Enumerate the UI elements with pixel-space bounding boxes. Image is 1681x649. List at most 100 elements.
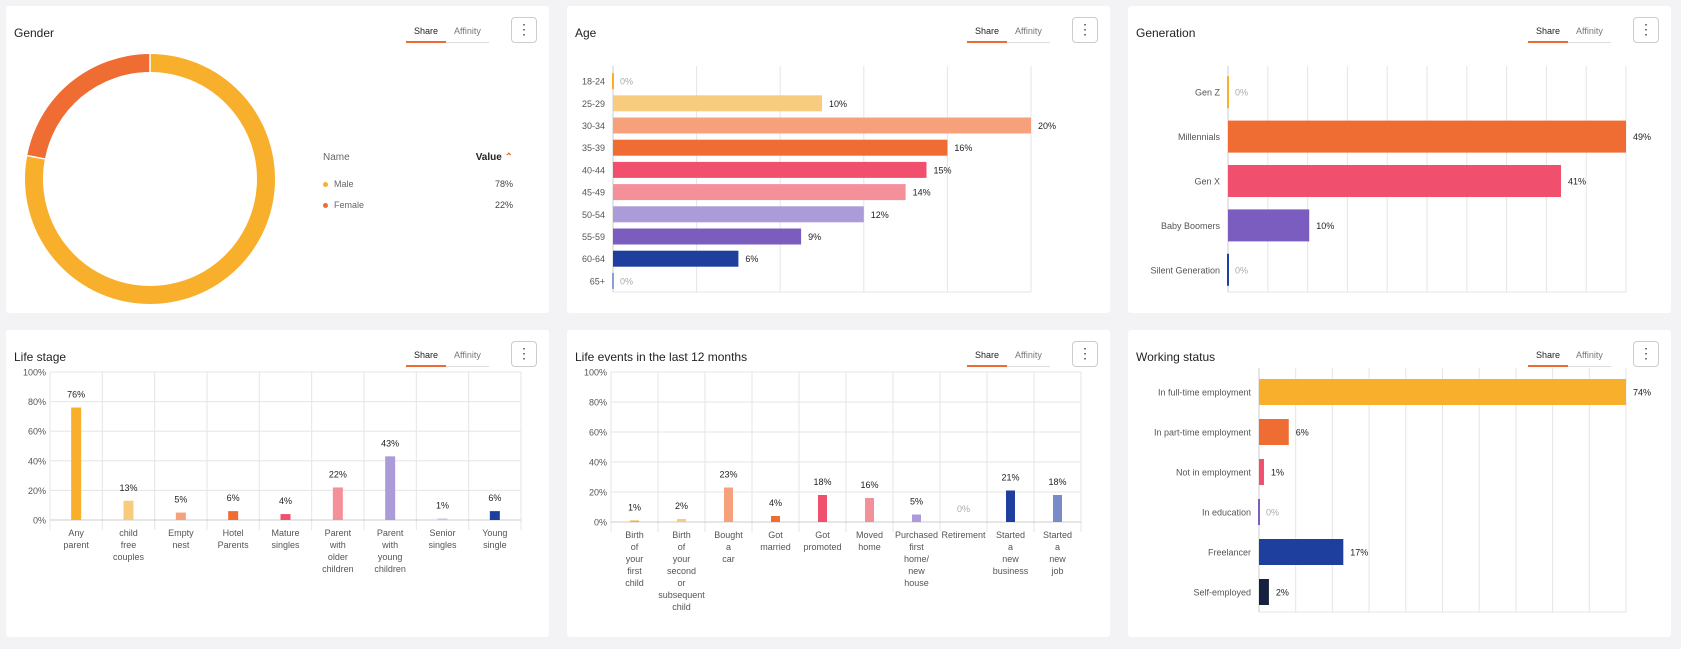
tab-affinity[interactable]: Affinity <box>1015 350 1042 360</box>
tab-share[interactable]: Share <box>406 21 447 43</box>
more-options-button[interactable] <box>511 17 537 43</box>
bar <box>613 228 802 245</box>
data-label: 23% <box>719 470 737 480</box>
category-label-line: Started <box>1043 530 1072 540</box>
legend-value-sort-header[interactable]: Value ⌃ <box>475 152 513 163</box>
data-label: 5% <box>174 495 187 505</box>
category-label-line: first <box>627 566 642 576</box>
tab-share[interactable]: Share <box>1528 345 1569 367</box>
bar <box>613 184 906 201</box>
tick-label: 55-59 <box>582 232 605 242</box>
lifeevents-card: Life events in the last 12 months Share … <box>567 330 1110 637</box>
category-label-line: Young <box>482 528 507 538</box>
bar <box>228 511 239 520</box>
more-options-button[interactable] <box>1633 341 1659 367</box>
data-label: 16% <box>954 143 972 153</box>
tab-group: Share Affinity <box>967 21 1050 43</box>
category-label-line: Birth <box>625 530 644 540</box>
tick-label: Freelancer <box>1208 548 1251 558</box>
category-label: Birth of your second or subsequent child <box>658 530 705 612</box>
more-options-button[interactable] <box>1072 17 1098 43</box>
data-label: 10% <box>1316 221 1334 231</box>
tick-label: Gen X <box>1194 177 1220 187</box>
tab-share[interactable]: Share <box>406 345 447 367</box>
tab-share[interactable]: Share <box>967 21 1008 43</box>
tab-affinity[interactable]: Affinity <box>1576 26 1603 36</box>
y-tick-label: 20% <box>589 488 607 498</box>
y-tick-label: 80% <box>589 398 607 408</box>
tick-label: In part-time employment <box>1154 428 1252 438</box>
tab-affinity[interactable]: Affinity <box>1015 26 1042 36</box>
category-label-line: subsequent <box>658 590 705 600</box>
tick-label: Baby Boomers <box>1161 221 1221 231</box>
bar <box>1259 379 1626 405</box>
bar <box>613 206 864 223</box>
category-label-line: second <box>667 566 696 576</box>
more-options-button[interactable] <box>1072 341 1098 367</box>
generation-card: Generation Share Affinity Gen Z 0% Millenn… <box>1128 6 1671 313</box>
bar <box>912 514 921 522</box>
tick-label: 45-49 <box>582 188 605 198</box>
age-card: Age Share Affinity 18-24 0% 25-29 10% 30-34 2… <box>567 6 1110 313</box>
tab-group: Share Affinity <box>1528 21 1611 43</box>
tab-group: Share Affinity <box>1528 345 1611 367</box>
y-tick-label: 60% <box>28 427 46 437</box>
category-label-line: Got <box>815 530 830 540</box>
bar <box>1228 165 1562 197</box>
category-label-line: Started <box>996 530 1025 540</box>
category-label: Bought a car <box>714 530 743 564</box>
tab-affinity[interactable]: Affinity <box>1576 350 1603 360</box>
bar <box>613 139 948 156</box>
tab-affinity[interactable]: Affinity <box>454 26 481 36</box>
category-label-line: child <box>625 578 644 588</box>
data-label: 76% <box>67 390 85 400</box>
tab-share[interactable]: Share <box>1528 21 1569 43</box>
data-label: 4% <box>279 496 292 506</box>
data-label: 16% <box>860 480 878 490</box>
y-tick-label: 100% <box>584 368 607 378</box>
category-label-line: Birth <box>672 530 691 540</box>
category-label-line: business <box>993 566 1029 576</box>
category-label-line: Parents <box>218 540 250 550</box>
y-tick-label: 60% <box>589 428 607 438</box>
more-options-button[interactable] <box>1633 17 1659 43</box>
category-label: Started a new business <box>993 530 1029 576</box>
tick-label: 30-34 <box>582 121 605 131</box>
legend-value: 78% <box>494 178 513 189</box>
card-title: Life stage <box>14 350 67 364</box>
card-title: Generation <box>1136 26 1196 40</box>
tab-share[interactable]: Share <box>967 345 1008 367</box>
bar <box>613 250 739 267</box>
category-label-line: children <box>322 564 354 574</box>
category-label-line: promoted <box>803 542 841 552</box>
category-label-line: Any <box>68 528 84 538</box>
category-label: Mature singles <box>271 528 300 550</box>
category-label-line: house <box>904 578 929 588</box>
category-label-line: single <box>483 540 507 550</box>
bar <box>1259 539 1344 565</box>
bar <box>724 487 733 522</box>
category-label: Young single <box>482 528 507 550</box>
category-label-line: married <box>760 542 791 552</box>
more-options-button[interactable] <box>511 341 537 367</box>
bar <box>771 516 780 522</box>
bar <box>677 519 686 522</box>
data-label: 18% <box>813 477 831 487</box>
bar <box>613 117 1031 134</box>
donut-slice-male <box>25 54 275 304</box>
category-label-line: couples <box>113 552 145 562</box>
gender-donut-chart <box>25 54 275 304</box>
data-label: 4% <box>769 498 782 508</box>
legend-item: Female 22% <box>323 194 513 215</box>
bar <box>437 518 448 520</box>
category-label: Moved home <box>856 530 883 552</box>
category-label: child free couples <box>113 528 145 562</box>
data-label: 6% <box>745 254 758 264</box>
card-title: Life events in the last 12 months <box>575 350 748 364</box>
bar <box>71 407 82 520</box>
tab-affinity[interactable]: Affinity <box>454 350 481 360</box>
category-label-line: child <box>672 602 691 612</box>
data-label: 0% <box>620 276 633 286</box>
category-label: Started a new job <box>1043 530 1072 576</box>
gender-legend: Name Value ⌃ Male 78% Female 22% <box>323 152 513 215</box>
